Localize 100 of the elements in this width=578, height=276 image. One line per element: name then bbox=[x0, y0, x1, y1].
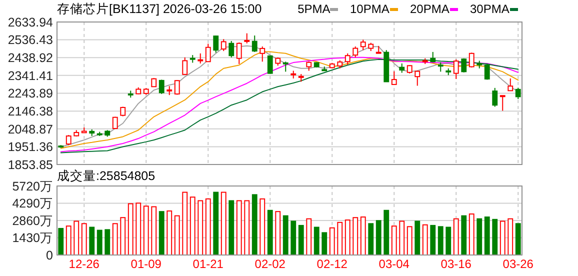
bar bbox=[267, 210, 273, 256]
y-tick-label: 2048.87 bbox=[8, 122, 54, 136]
y-tick-label: 0 bbox=[46, 248, 54, 262]
y-tick-label: 4290万 bbox=[12, 196, 53, 211]
candlestick bbox=[352, 46, 358, 58]
legend-label: 30PMA bbox=[470, 2, 510, 16]
legend-label: 20PMA bbox=[410, 2, 450, 16]
bar bbox=[158, 211, 164, 256]
candlestick bbox=[360, 39, 366, 51]
bar bbox=[104, 229, 110, 256]
candlestick bbox=[244, 32, 250, 44]
bar bbox=[414, 220, 420, 256]
x-tick-label: 12-26 bbox=[68, 257, 100, 271]
bar bbox=[368, 223, 374, 256]
legend-label: 10PMA bbox=[350, 2, 390, 16]
bar bbox=[205, 198, 211, 256]
bar bbox=[89, 226, 95, 256]
y-tick-label: 1951.36 bbox=[8, 140, 54, 154]
y-tick-label: 2438.92 bbox=[8, 51, 54, 65]
bar bbox=[66, 226, 72, 256]
candlestick bbox=[453, 58, 459, 80]
candlestick bbox=[174, 80, 180, 96]
candlestick bbox=[182, 56, 188, 76]
bar bbox=[344, 220, 350, 256]
bar bbox=[143, 206, 149, 256]
candlestick bbox=[344, 52, 350, 66]
x-tick-label: 01-21 bbox=[192, 257, 224, 271]
bar bbox=[306, 218, 312, 256]
bar bbox=[352, 217, 358, 256]
bar bbox=[112, 223, 118, 256]
bar bbox=[96, 230, 102, 256]
candlestick bbox=[228, 40, 234, 58]
y-tick-label: 2243.89 bbox=[8, 86, 54, 101]
candlestick bbox=[112, 116, 118, 130]
bar bbox=[476, 218, 482, 256]
bar bbox=[81, 223, 87, 256]
bar bbox=[58, 228, 64, 256]
bar bbox=[166, 210, 172, 256]
candlestick bbox=[508, 78, 514, 92]
y-tick-label: 1853.85 bbox=[8, 158, 54, 172]
bar bbox=[182, 192, 188, 256]
candlestick bbox=[66, 134, 72, 146]
bar bbox=[399, 220, 405, 256]
candlestick bbox=[515, 87, 521, 100]
bar bbox=[244, 200, 250, 256]
candlestick bbox=[438, 62, 444, 72]
bar bbox=[282, 215, 288, 256]
bar bbox=[290, 220, 296, 256]
candlestick bbox=[500, 94, 506, 112]
bar bbox=[151, 206, 157, 256]
bar bbox=[360, 216, 366, 256]
bar bbox=[236, 200, 242, 256]
bar bbox=[391, 226, 397, 256]
bar bbox=[190, 196, 196, 256]
y-tick-label: 2860万 bbox=[12, 214, 53, 228]
candlestick bbox=[252, 35, 258, 52]
bar bbox=[228, 200, 234, 256]
bar bbox=[430, 224, 436, 256]
bar bbox=[298, 224, 304, 256]
bar bbox=[220, 192, 226, 256]
bar bbox=[174, 215, 180, 256]
y-tick-label: 1430万 bbox=[12, 231, 53, 246]
bar bbox=[314, 226, 320, 256]
bar bbox=[384, 210, 390, 256]
bar bbox=[322, 232, 328, 256]
y-tick-label: 2146.38 bbox=[8, 104, 54, 118]
x-tick-label: 03-26 bbox=[502, 257, 534, 271]
bar bbox=[461, 215, 467, 256]
bar bbox=[275, 211, 281, 256]
candlestick bbox=[414, 70, 420, 86]
bar bbox=[329, 227, 335, 256]
bar bbox=[260, 198, 266, 256]
bar bbox=[74, 220, 80, 256]
candlestick bbox=[399, 62, 405, 74]
candlestick bbox=[205, 43, 211, 62]
candlestick bbox=[461, 58, 467, 73]
x-tick-label: 03-04 bbox=[378, 257, 410, 271]
bar bbox=[446, 226, 452, 256]
candlestick bbox=[158, 79, 164, 94]
candlestick bbox=[391, 70, 397, 86]
candlestick bbox=[468, 52, 474, 68]
candlestick bbox=[492, 87, 498, 108]
y-tick-label: 2341.41 bbox=[8, 68, 54, 83]
bar bbox=[406, 226, 412, 256]
bar bbox=[376, 220, 382, 256]
chart-title: 存储芯片[BK1137] 2026-03-26 15:00 bbox=[57, 2, 262, 16]
bar bbox=[120, 217, 126, 256]
candlestick bbox=[213, 35, 219, 54]
y-tick-label: 2633.94 bbox=[8, 15, 54, 30]
candlestick bbox=[282, 61, 288, 72]
candlestick bbox=[267, 55, 273, 74]
bar bbox=[468, 213, 474, 256]
x-tick-label: 01-09 bbox=[130, 257, 162, 271]
legend-label: 5PMA bbox=[298, 2, 330, 16]
bar bbox=[484, 216, 490, 256]
candlestick bbox=[236, 42, 242, 65]
candlestick bbox=[306, 60, 312, 72]
candlestick bbox=[430, 51, 436, 63]
x-tick-label: 02-12 bbox=[316, 257, 348, 271]
bar bbox=[128, 203, 134, 256]
